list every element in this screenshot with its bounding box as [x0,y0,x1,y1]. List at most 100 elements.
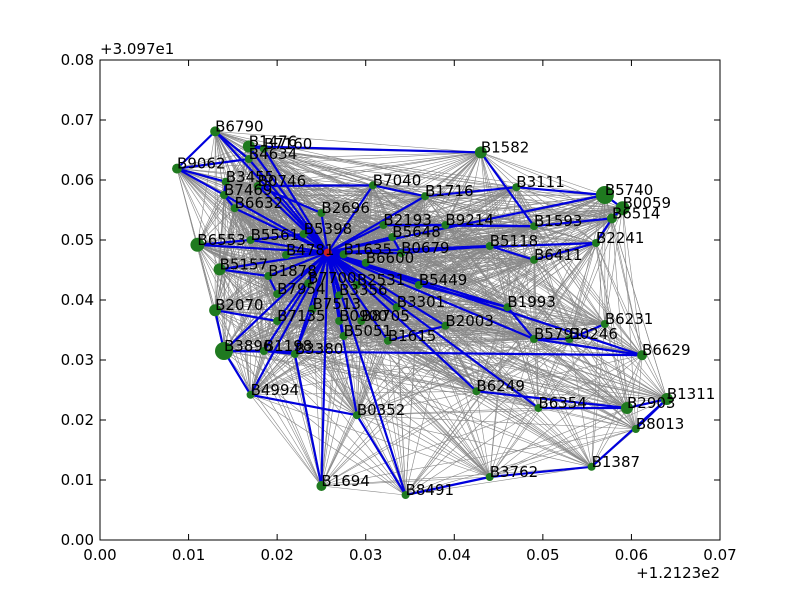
mesh-edge [516,187,643,356]
mesh-edge [445,325,477,392]
mesh-edge [263,350,490,478]
tree-edge [424,186,517,198]
node-point [221,177,230,186]
tree-edge [476,390,628,410]
mesh-edge [321,428,636,487]
mesh-edge [489,207,623,247]
mesh-edge [538,398,667,409]
mesh-edge [356,414,490,478]
node-point [273,317,282,325]
mesh-edge [489,323,606,478]
mesh-edge [595,242,643,356]
mesh-edge [489,428,636,478]
node-point [397,249,406,258]
mesh-edge [214,275,269,311]
x-tick-label: 0.03 [349,546,382,564]
node-label: B8013 [636,415,684,433]
node-label: B7513 [313,295,361,313]
mesh-edge [361,320,490,478]
node-point [379,221,388,229]
mesh-edge [321,207,623,214]
mesh-edge [250,338,570,396]
tree-edge [214,309,278,323]
node-label: B5118 [490,232,538,250]
node-point [220,191,228,199]
mesh-edge [321,212,597,244]
mesh-edge [476,242,597,392]
mesh-edge [387,340,592,468]
tree-edge [626,397,668,410]
node-label: B9062 [177,155,225,173]
node-layer [172,126,673,499]
mesh-edge [321,320,362,487]
mesh-edge [611,218,668,400]
mesh-edge [489,407,628,478]
mesh-edge [641,355,668,400]
mesh-edge [219,269,265,352]
node-point [565,335,574,343]
mesh-edge [533,338,539,409]
node-point [503,303,512,312]
node-label: B1476 [249,132,297,150]
mesh-edge [321,212,535,340]
mesh-edge [223,185,373,196]
mesh-edge [339,294,508,308]
mesh-edge [445,325,491,478]
mesh-edge [356,390,477,416]
node-label: B5051 [344,322,392,340]
node-point [190,237,205,252]
mesh-edge [626,355,643,409]
node-label: B5740 [605,181,653,199]
node-label: B6514 [612,204,660,222]
mesh-edge [321,306,508,487]
hub-edge [267,251,329,278]
mesh-edge [361,306,508,322]
mesh-edge [356,236,393,286]
mesh-edge [538,407,592,468]
node-point [474,146,487,159]
mesh-edge [405,466,592,496]
mesh-edge [223,308,313,352]
node-point [335,291,344,300]
node-point [304,279,313,288]
hub-edge [249,252,329,396]
node-point [172,163,183,174]
node-label: B3111 [516,173,564,191]
mesh-edge [604,323,643,356]
node-label: B0746 [258,172,306,190]
mesh-edge [321,407,539,487]
mesh-edge [214,146,250,311]
mesh-edge [248,158,393,238]
mesh-edge [223,185,258,196]
mesh-edge [533,259,643,356]
mesh-edge [387,340,477,392]
node-label: B0900 [339,307,387,325]
mesh-edge [392,236,490,247]
mesh-edge [476,390,667,400]
mesh-edge [250,350,265,395]
mesh-edge-layer [176,131,668,496]
mesh-edge [480,152,517,188]
mesh-edge [476,390,539,409]
mesh-edge [533,338,592,467]
mesh-edge [476,354,643,392]
mesh-edge [339,306,508,322]
mesh-edge [223,350,322,487]
mesh-edge [294,320,340,355]
node-point [290,350,299,358]
mesh-edge [223,350,539,409]
mesh-edge [214,309,296,355]
hub-edge [285,251,328,257]
mesh-edge [476,307,508,392]
node-label: B9214 [445,211,493,229]
node-point [317,209,326,217]
mesh-edge [489,398,667,478]
mesh-edge [356,338,570,416]
node-label: B7135 [277,307,325,325]
mesh-edge [387,340,406,496]
hub-edge [327,224,384,254]
hub-edge [247,158,329,254]
mesh-edge [294,325,446,355]
tree-edge [533,241,597,261]
mesh-edge [405,338,570,496]
